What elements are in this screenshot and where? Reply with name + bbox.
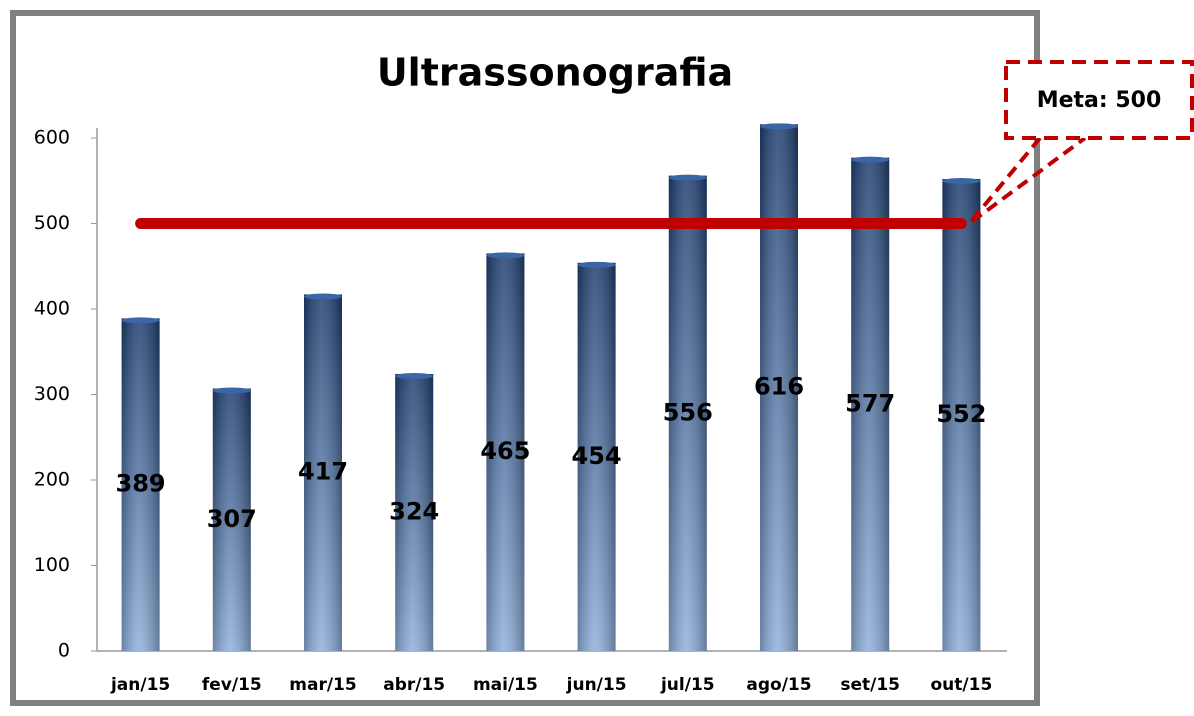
x-tick-label: jan/15 [110, 675, 170, 695]
bar-shade [395, 373, 434, 651]
bar-cap [395, 372, 434, 379]
data-label: 324 [389, 497, 439, 525]
y-tick-label: 400 [34, 298, 70, 320]
y-tick-label: 600 [34, 127, 70, 149]
bar-shade [577, 262, 616, 651]
y-tick-label: 200 [34, 469, 70, 491]
bar-cap [942, 178, 981, 185]
x-tick-label: mar/15 [289, 675, 356, 695]
bar-shade [760, 124, 798, 651]
x-tick-label: abr/15 [383, 675, 445, 695]
x-tick-label: mai/15 [473, 675, 538, 695]
data-label: 417 [298, 458, 348, 486]
data-label: 552 [936, 400, 986, 428]
bar-cap [121, 317, 160, 324]
y-tick-label: 100 [34, 554, 70, 576]
y-tick-label: 500 [34, 212, 70, 234]
data-label: 616 [754, 373, 804, 401]
bar-shade [121, 318, 160, 651]
x-tick-label: ago/15 [746, 675, 811, 695]
data-label: 389 [116, 470, 166, 498]
data-label: 454 [572, 442, 622, 470]
y-tick-label: 0 [58, 640, 70, 662]
bar-cap [668, 174, 707, 181]
chart-title: Ultrassonografia [377, 51, 733, 95]
callout-box [1004, 60, 1194, 140]
bar-shade [668, 175, 707, 651]
bar-shade [942, 179, 981, 652]
x-tick-label: set/15 [840, 675, 900, 695]
x-tick-label: jun/15 [566, 675, 627, 695]
data-label: 465 [480, 437, 530, 465]
bar-shade [486, 253, 525, 652]
bar-cap [851, 156, 890, 163]
data-label: 556 [663, 398, 713, 426]
y-tick-label: 300 [34, 383, 70, 405]
x-tick-label: out/15 [931, 675, 993, 695]
x-tick-label: jul/15 [660, 675, 715, 695]
bar-cap [577, 261, 616, 268]
bar-cap [760, 123, 798, 130]
bar-shade [212, 388, 251, 651]
x-tick-label: fev/15 [202, 675, 262, 695]
bar-cap [212, 387, 251, 394]
bar-shade [851, 157, 890, 652]
data-label: 307 [207, 505, 257, 533]
callout-label: Meta: 500 [1037, 88, 1162, 113]
bar-cap [486, 252, 525, 259]
data-label: 577 [845, 389, 895, 417]
bar-shade [304, 294, 342, 651]
bar-cap [304, 293, 342, 300]
